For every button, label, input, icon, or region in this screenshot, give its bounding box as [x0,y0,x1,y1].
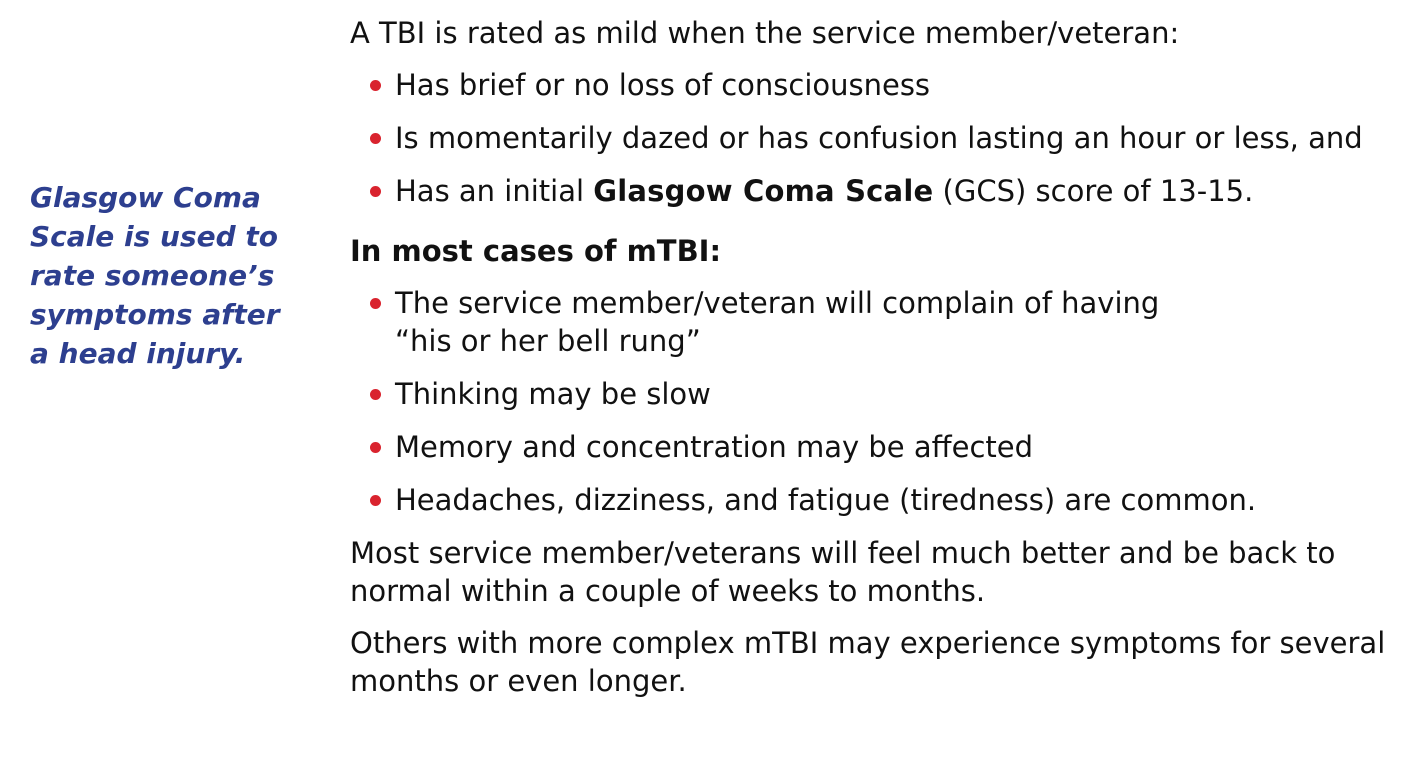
list-item-line: The service member/veteran will complain… [395,286,1160,320]
list-item-text: Headaches, dizziness, and fatigue (tired… [395,483,1257,517]
bullet-dot-icon [370,495,381,506]
sidebar-callout-line: rate someone’s [30,259,275,292]
bullet-dot-icon [370,442,381,453]
bullet-dot-icon [370,389,381,400]
recovery-paragraph: Most service member/veterans will feel m… [350,534,1400,610]
mtbi-cases-list: The service member/veteran will complain… [350,284,1400,519]
gcs-term: Glasgow Coma Scale [593,174,934,208]
list-item: Thinking may be slow [370,375,1400,413]
section-heading: In most cases of mTBI: [350,234,722,268]
list-item-text: Memory and concentration may be affected [395,430,1034,464]
paragraph-line: Others with more complex mTBI may experi… [350,626,1386,660]
list-item-line: “his or her bell rung” [395,324,701,358]
main-content: A TBI is rated as mild when the service … [350,14,1400,714]
bullet-dot-icon [370,80,381,91]
paragraph-line: normal within a couple of weeks to month… [350,574,986,608]
list-item: Has brief or no loss of consciousness [370,66,1400,104]
list-item: Memory and concentration may be affected [370,428,1400,466]
gcs-prefix: Has an initial [395,174,594,208]
mild-criteria-list: Has brief or no loss of consciousness Is… [350,66,1400,210]
bullet-dot-icon [370,186,381,197]
list-item-gcs: Has an initial Glasgow Coma Scale (GCS) … [370,172,1400,210]
bullet-dot-icon [370,133,381,144]
sidebar-callout-line: symptoms after [30,298,280,331]
list-item-text: The service member/veteran will complain… [395,284,1400,360]
list-item: Is momentarily dazed or has confusion la… [370,119,1400,157]
list-item-text: Thinking may be slow [395,377,711,411]
paragraph-line: Most service member/veterans will feel m… [350,536,1336,570]
list-item: The service member/veteran will complain… [370,284,1400,360]
list-item-text: Has brief or no loss of consciousness [395,68,931,102]
list-item: Headaches, dizziness, and fatigue (tired… [370,481,1400,519]
complex-cases-paragraph: Others with more complex mTBI may experi… [350,624,1400,700]
sidebar-callout-line: Glasgow Coma [30,181,261,214]
paragraph-line: months or even longer. [350,664,687,698]
gcs-suffix: (GCS) score of 13-15. [933,174,1254,208]
sidebar-callout: Glasgow Coma Scale is used to rate someo… [30,178,320,373]
bullet-dot-icon [370,298,381,309]
sidebar-callout-line: a head injury. [30,337,246,370]
mild-tbi-intro: A TBI is rated as mild when the service … [350,16,1180,50]
sidebar-callout-line: Scale is used to [30,220,279,253]
list-item-text: Is momentarily dazed or has confusion la… [395,121,1363,155]
